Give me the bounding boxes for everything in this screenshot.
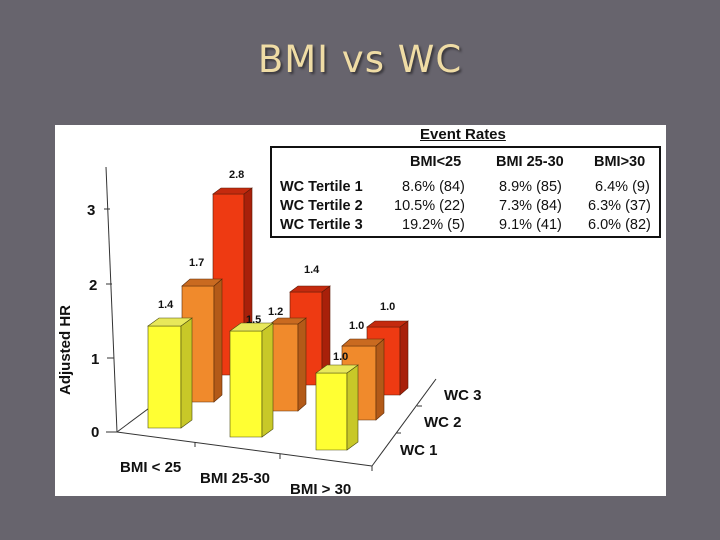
depth-label-wc2: WC 2 — [424, 414, 462, 431]
y-tick-3: 3 — [87, 202, 95, 219]
cell-t2-bmi-25-30: 7.3% (84) — [499, 198, 562, 214]
depth-label-wc3: WC 3 — [444, 387, 482, 404]
cell-t2-bmi-gt30: 6.3% (37) — [588, 198, 651, 214]
col-header-bmi-gt30: BMI>30 — [594, 154, 646, 170]
cell-t3-bmi-25-30: 9.1% (41) — [499, 217, 562, 233]
value-label-wc3-bmi-gt30: 1.0 — [380, 301, 395, 313]
cell-t1-bmi-lt25: 8.6% (84) — [402, 179, 465, 195]
x-label-bmi-25-30: BMI 25-30 — [200, 470, 270, 487]
cell-t1-bmi-gt30: 6.4% (9) — [595, 179, 650, 195]
y-tick-1: 1 — [91, 351, 99, 368]
cell-t3-bmi-lt25: 19.2% (5) — [402, 217, 465, 233]
row-label-wc-tertile-1: WC Tertile 1 — [280, 179, 363, 195]
event-rates-table: BMI<25 BMI 25-30 BMI>30 WC Tertile 1 8.6… — [270, 146, 661, 238]
depth-label-wc1: WC 1 — [400, 442, 438, 459]
cell-t1-bmi-25-30: 8.9% (85) — [499, 179, 562, 195]
bar-wc1-bmi-25-30 — [229, 322, 274, 438]
value-label-wc3-bmi-lt25: 2.8 — [229, 169, 244, 181]
y-tick-0: 0 — [91, 424, 99, 441]
value-label-wc2-bmi-lt25: 1.7 — [189, 257, 204, 269]
value-label-wc2-bmi-gt30: 1.0 — [349, 320, 364, 332]
row-label-wc-tertile-2: WC Tertile 2 — [280, 198, 363, 214]
value-label-wc3-bmi-25-30: 1.4 — [304, 264, 320, 276]
y-tick-2: 2 — [89, 277, 97, 294]
x-label-bmi-lt25: BMI < 25 — [120, 459, 181, 476]
cell-t3-bmi-gt30: 6.0% (82) — [588, 217, 651, 233]
chart-panel — [55, 125, 666, 496]
cell-t2-bmi-lt25: 10.5% (22) — [394, 198, 465, 214]
event-rates-title: Event Rates — [420, 126, 506, 143]
value-label-wc1-bmi-gt30: 1.0 — [333, 351, 348, 363]
value-label-wc1-bmi-lt25: 1.4 — [158, 299, 174, 311]
slide-title: BMI vs WC — [257, 38, 463, 81]
series-wc1 — [147, 317, 359, 451]
value-label-wc1-bmi-25-30: 1.5 — [246, 314, 261, 326]
y-axis-label: Adjusted HR — [57, 305, 74, 395]
bar-wc1-bmi-lt25 — [147, 317, 193, 429]
axes — [104, 166, 437, 471]
bar-wc1-bmi-gt30 — [315, 364, 359, 451]
bar-wc2-bmi-lt25 — [181, 278, 223, 403]
bar-wc2-bmi-25-30 — [269, 317, 307, 412]
col-header-bmi-25-30: BMI 25-30 — [496, 154, 564, 170]
x-label-bmi-gt30: BMI > 30 — [290, 481, 351, 498]
col-header-bmi-lt25: BMI<25 — [410, 154, 462, 170]
row-label-wc-tertile-3: WC Tertile 3 — [280, 217, 363, 233]
value-label-wc2-bmi-25-30: 1.2 — [268, 306, 283, 318]
